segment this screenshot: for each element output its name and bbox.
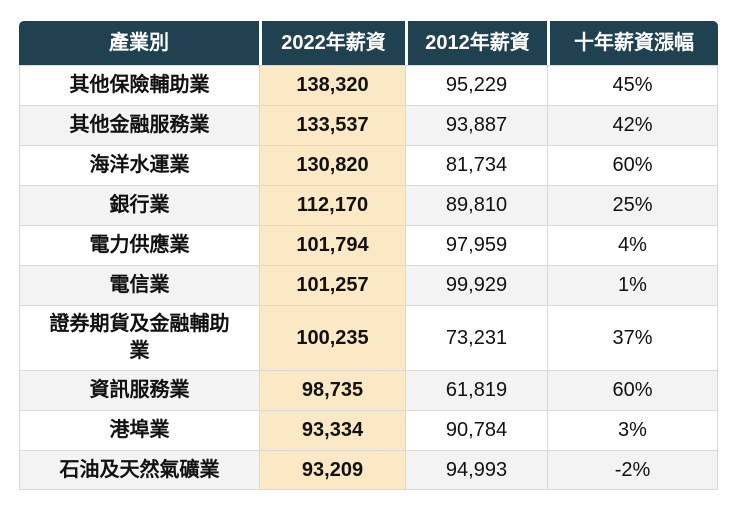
industry-cell: 證券期貨及金融輔助業 xyxy=(19,305,259,370)
salary-2012-cell: 73,231 xyxy=(405,305,547,370)
table-row: 海洋水運業 130,820 81,734 60% xyxy=(19,145,718,185)
salary-2022-cell: 112,170 xyxy=(259,185,405,225)
salary-2012-cell: 97,959 xyxy=(405,225,547,265)
salary-2022-cell: 98,735 xyxy=(259,370,405,410)
salary-2012-cell: 99,929 xyxy=(405,265,547,305)
salary-2022-cell: 133,537 xyxy=(259,105,405,145)
column-header-growth: 十年薪資漲幅 xyxy=(547,21,718,65)
salary-2022-cell: 100,235 xyxy=(259,305,405,370)
growth-cell: 42% xyxy=(547,105,718,145)
industry-cell: 石油及天然氣礦業 xyxy=(19,450,259,490)
salary-2012-cell: 94,993 xyxy=(405,450,547,490)
salary-2012-cell: 61,819 xyxy=(405,370,547,410)
industry-cell: 銀行業 xyxy=(19,185,259,225)
growth-cell: 60% xyxy=(547,370,718,410)
table-row: 證券期貨及金融輔助業 100,235 73,231 37% xyxy=(19,305,718,370)
industry-cell: 電信業 xyxy=(19,265,259,305)
growth-cell: 45% xyxy=(547,65,718,105)
salary-2022-cell: 93,209 xyxy=(259,450,405,490)
salary-2012-cell: 93,887 xyxy=(405,105,547,145)
industry-cell: 港埠業 xyxy=(19,410,259,450)
growth-cell: -2% xyxy=(547,450,718,490)
growth-cell: 4% xyxy=(547,225,718,265)
column-header-salary-2012: 2012年薪資 xyxy=(405,21,547,65)
salary-2022-cell: 93,334 xyxy=(259,410,405,450)
column-header-industry: 產業別 xyxy=(19,21,259,65)
table-row: 其他保險輔助業 138,320 95,229 45% xyxy=(19,65,718,105)
salary-2012-cell: 90,784 xyxy=(405,410,547,450)
salary-table: 產業別 2022年薪資 2012年薪資 十年薪資漲幅 其他保險輔助業 138,3… xyxy=(19,21,718,490)
industry-cell: 其他保險輔助業 xyxy=(19,65,259,105)
salary-2012-cell: 89,810 xyxy=(405,185,547,225)
table-row: 電力供應業 101,794 97,959 4% xyxy=(19,225,718,265)
table-row: 港埠業 93,334 90,784 3% xyxy=(19,410,718,450)
growth-cell: 1% xyxy=(547,265,718,305)
industry-cell: 其他金融服務業 xyxy=(19,105,259,145)
growth-cell: 3% xyxy=(547,410,718,450)
industry-cell: 資訊服務業 xyxy=(19,370,259,410)
salary-2012-cell: 95,229 xyxy=(405,65,547,105)
salary-2012-cell: 81,734 xyxy=(405,145,547,185)
salary-2022-cell: 101,794 xyxy=(259,225,405,265)
table-row: 其他金融服務業 133,537 93,887 42% xyxy=(19,105,718,145)
salary-2022-cell: 101,257 xyxy=(259,265,405,305)
growth-cell: 60% xyxy=(547,145,718,185)
table-row: 銀行業 112,170 89,810 25% xyxy=(19,185,718,225)
salary-2022-cell: 138,320 xyxy=(259,65,405,105)
table-row: 石油及天然氣礦業 93,209 94,993 -2% xyxy=(19,450,718,490)
salary-2022-cell: 130,820 xyxy=(259,145,405,185)
table-row: 電信業 101,257 99,929 1% xyxy=(19,265,718,305)
growth-cell: 37% xyxy=(547,305,718,370)
industry-cell: 電力供應業 xyxy=(19,225,259,265)
industry-cell: 海洋水運業 xyxy=(19,145,259,185)
column-header-salary-2022: 2022年薪資 xyxy=(259,21,405,65)
table-row: 資訊服務業 98,735 61,819 60% xyxy=(19,370,718,410)
growth-cell: 25% xyxy=(547,185,718,225)
header-row: 產業別 2022年薪資 2012年薪資 十年薪資漲幅 xyxy=(19,21,718,65)
